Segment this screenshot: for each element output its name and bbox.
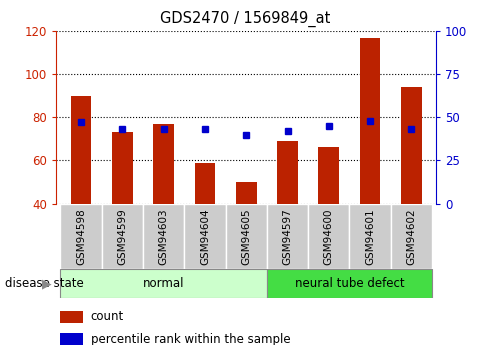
Bar (60, 333, 83, 345)
Bar (112, 132, 133, 204)
Text: GSM94599: GSM94599 (118, 208, 127, 265)
Bar (360, 38, 380, 204)
Bar (195, 162, 215, 204)
Bar (318, 148, 339, 204)
Text: count: count (91, 310, 124, 324)
Text: GSM94600: GSM94600 (324, 208, 334, 265)
FancyBboxPatch shape (391, 204, 432, 269)
Text: GDS2470 / 1569849_at: GDS2470 / 1569849_at (160, 10, 330, 27)
Text: neural tube defect: neural tube defect (294, 277, 404, 290)
FancyBboxPatch shape (184, 204, 225, 269)
Bar (60, 269, 267, 298)
Text: normal: normal (143, 277, 184, 290)
Bar (153, 124, 174, 204)
Text: percentile rank within the sample: percentile rank within the sample (91, 333, 290, 345)
Bar (71, 96, 92, 204)
FancyBboxPatch shape (143, 204, 184, 269)
FancyBboxPatch shape (308, 204, 349, 269)
Bar (236, 182, 257, 204)
Text: GSM94604: GSM94604 (200, 208, 210, 265)
Text: GSM94601: GSM94601 (365, 208, 375, 265)
Bar (267, 269, 432, 298)
FancyBboxPatch shape (267, 204, 308, 269)
Text: GSM94597: GSM94597 (283, 208, 293, 265)
Bar (277, 141, 298, 204)
FancyBboxPatch shape (102, 204, 143, 269)
FancyBboxPatch shape (60, 204, 102, 269)
Bar (401, 87, 422, 204)
Bar (60, 311, 83, 323)
Text: GSM94603: GSM94603 (159, 208, 169, 265)
FancyBboxPatch shape (225, 204, 267, 269)
Text: GSM94605: GSM94605 (241, 208, 251, 265)
Text: disease state: disease state (5, 277, 84, 290)
Text: GSM94602: GSM94602 (406, 208, 416, 265)
Text: GSM94598: GSM94598 (76, 208, 86, 265)
FancyBboxPatch shape (349, 204, 391, 269)
Text: ▶: ▶ (42, 277, 51, 290)
